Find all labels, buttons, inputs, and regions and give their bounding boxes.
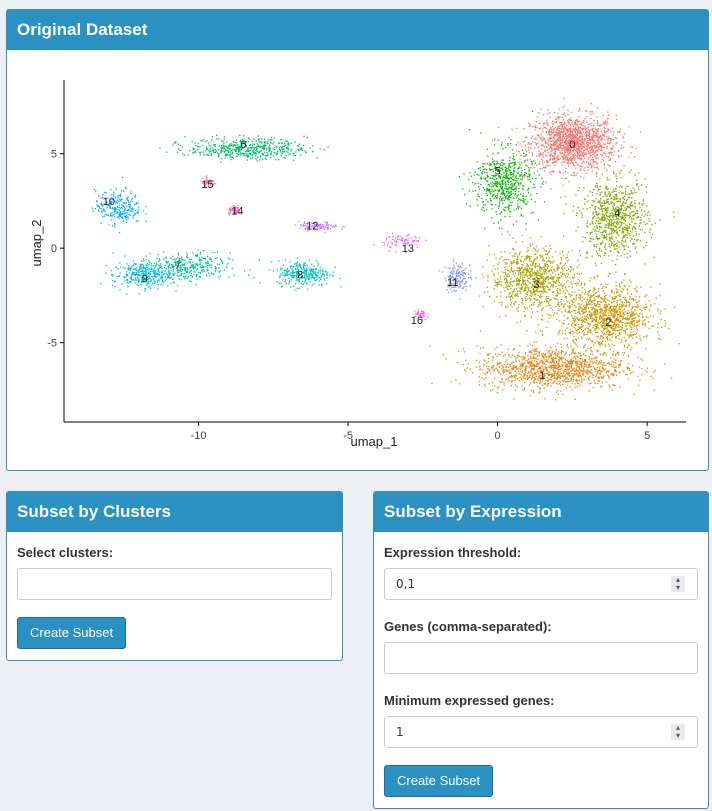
create-subset-clusters-button[interactable]: Create Subset [17,617,127,649]
x-axis-label: umap_1 [351,434,398,449]
cluster-10-points [91,176,147,234]
cluster-4-points [562,156,675,275]
y-tick-label: 5 [51,149,57,161]
select-clusters-input[interactable] [17,568,332,600]
cluster-label-12: 12 [306,220,318,232]
min-expressed-genes-label: Minimum expressed genes: [384,693,555,708]
expression-threshold-label: Expression threshold: [384,545,522,560]
y-tick-label: -5 [47,338,57,350]
cluster-label-4: 4 [614,207,620,219]
expression-threshold-input[interactable]: 0,1 ▴ ▾ [384,568,698,600]
min-expressed-genes-input[interactable]: 1 ▴ ▾ [384,716,698,748]
cluster-7-points [124,249,255,286]
original-dataset-title: Original Dataset [7,10,708,50]
expression-threshold-value: 0,1 [396,577,416,591]
cluster-1-points [429,330,673,401]
cluster-label-3: 3 [533,279,539,291]
cluster-16-points [414,309,429,321]
cluster-label-14: 14 [231,205,243,217]
threshold-spinner-icon[interactable]: ▴ ▾ [671,576,685,592]
min-genes-spinner-icon[interactable]: ▴ ▾ [671,724,685,740]
cluster-label-10: 10 [103,196,115,208]
create-subset-expression-button[interactable]: Create Subset [384,765,494,797]
cluster-label-5: 5 [495,166,501,178]
y-axis-label: umap_2 [29,220,44,267]
cluster-label-16: 16 [411,315,423,327]
subset-by-clusters-panel: Subset by Clusters Select clusters: Crea… [6,491,343,661]
cluster-15-points [200,175,216,188]
x-tick-label: 5 [644,430,650,442]
cluster-label-9: 9 [142,273,148,285]
x-tick-label: 0 [495,430,501,442]
cluster-label-0: 0 [569,139,575,151]
cluster-5-points [458,110,554,230]
select-clusters-label: Select clusters: [17,545,114,560]
cluster-label-15: 15 [201,179,213,191]
genes-label: Genes (comma-separated): [384,619,552,634]
min-expressed-genes-value: 1 [396,725,404,739]
cluster-8-points [258,257,342,291]
x-tick-label: -10 [191,430,207,442]
cluster-label-7: 7 [175,260,181,272]
x-tick-label: -5 [343,430,353,442]
cluster-12-points [294,220,345,234]
subset-by-clusters-title: Subset by Clusters [7,492,342,532]
cluster-label-11: 11 [447,277,458,289]
cluster-2-points [539,264,680,367]
genes-input[interactable] [384,642,698,674]
cluster-14-points [227,204,241,216]
y-tick-label: 0 [51,243,57,255]
subset-by-expression-title: Subset by Expression [374,492,708,532]
cluster-13-points [373,232,427,254]
cluster-label-6: 6 [240,139,246,151]
cluster-label-2: 2 [605,317,611,329]
cluster-9-points [100,252,192,295]
cluster-6-points [159,134,329,163]
subset-by-expression-panel: Subset by Expression Expression threshol… [373,491,709,809]
cluster-label-1: 1 [539,370,545,382]
cluster-11-points [438,258,472,300]
cluster-label-8: 8 [297,270,303,282]
cluster-3-points [469,231,588,333]
cluster-label-13: 13 [402,243,414,255]
